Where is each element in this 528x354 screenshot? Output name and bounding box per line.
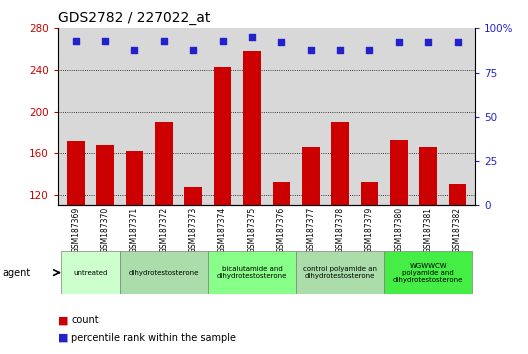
Bar	[126, 151, 143, 320]
Point	[101, 38, 109, 44]
Bar	[208, 251, 296, 294]
Point	[306, 47, 315, 52]
Point	[365, 47, 374, 52]
Bar	[243, 51, 261, 320]
Text: ■: ■	[58, 315, 69, 325]
Bar	[272, 182, 290, 320]
Point	[71, 38, 80, 44]
Point	[189, 47, 197, 52]
Point	[454, 40, 462, 45]
Text: percentile rank within the sample: percentile rank within the sample	[71, 333, 237, 343]
Point	[277, 40, 286, 45]
Text: agent: agent	[3, 268, 31, 278]
Bar	[184, 187, 202, 320]
Point	[219, 38, 227, 44]
Text: bicalutamide and
dihydrotestosterone: bicalutamide and dihydrotestosterone	[217, 266, 287, 279]
Bar	[419, 147, 437, 320]
Bar	[120, 251, 208, 294]
Text: GDS2782 / 227022_at: GDS2782 / 227022_at	[58, 11, 211, 25]
Bar	[155, 122, 173, 320]
Bar	[214, 67, 231, 320]
Point	[336, 47, 344, 52]
Bar	[361, 182, 378, 320]
Bar	[296, 251, 384, 294]
Text: WGWWCW
polyamide and
dihydrotestosterone: WGWWCW polyamide and dihydrotestosterone	[393, 263, 464, 282]
Point	[424, 40, 432, 45]
Bar	[61, 251, 120, 294]
Point	[248, 34, 256, 40]
Text: ■: ■	[58, 333, 69, 343]
Point	[130, 47, 139, 52]
Point	[159, 38, 168, 44]
Bar	[302, 147, 319, 320]
Bar	[96, 145, 114, 320]
Text: count: count	[71, 315, 99, 325]
Text: control polyamide an
dihydrotestosterone: control polyamide an dihydrotestosterone	[303, 266, 377, 279]
Bar	[331, 122, 349, 320]
Text: untreated: untreated	[73, 270, 108, 275]
Text: dihydrotestosterone: dihydrotestosterone	[129, 270, 199, 275]
Bar	[449, 184, 466, 320]
Point	[394, 40, 403, 45]
Bar	[67, 141, 84, 320]
Bar	[390, 140, 408, 320]
Bar	[384, 251, 472, 294]
